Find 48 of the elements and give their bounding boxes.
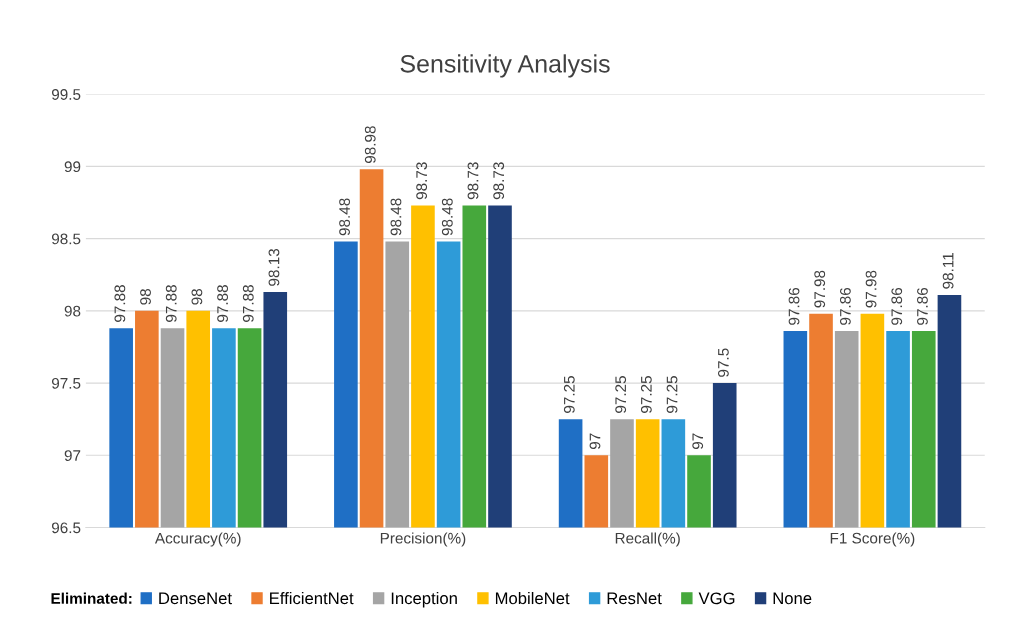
data-label: 98.73 [467,162,479,200]
legend-label: Inception [391,591,457,608]
legend-label: EfficientNet [270,591,354,605]
y-tick-label: 97.5 [51,377,81,389]
data-label: 97.98 [814,270,826,308]
data-label: 97.88 [114,285,126,322]
x-tick-label: F1 Score(%) [830,532,915,547]
data-label: 97.25 [640,376,652,413]
chart-title: Sensitivity Analysis [400,54,610,78]
data-label: 97 [589,433,601,450]
legend-label: None [773,592,812,605]
data-label: 97.25 [666,376,678,413]
x-tick-label: Precision(%) [380,532,466,547]
data-label: 98.48 [390,198,402,236]
data-label: 97.98 [865,270,877,308]
data-label: 97.88 [165,285,177,322]
data-label: 97.86 [839,287,851,325]
y-tick-label: 96.5 [51,522,81,534]
data-label: 98 [191,288,203,305]
data-label: 97.86 [788,287,800,325]
data-label: 97.25 [615,376,627,413]
legend-title: Eliminated: [51,592,132,604]
y-tick-label: 98 [64,305,81,317]
y-tick-label: 99 [64,161,81,173]
x-tick-label: Accuracy(%) [154,532,241,547]
data-label: 97.86 [891,287,903,325]
data-label: 98.11 [942,253,954,289]
data-label: 97.88 [217,285,228,322]
legend-label: DenseNet [159,592,232,605]
x-tick-label: Recall(%) [615,532,680,547]
data-label: 97.5 [717,348,729,377]
legend-label: VGG [698,592,735,605]
y-tick-label: 99.5 [51,89,81,100]
data-label: 97.86 [917,287,928,325]
data-label: 98.48 [339,198,350,236]
y-tick-label: 97 [64,450,81,461]
data-label: 98.13 [268,248,280,286]
data-label: 98 [140,288,151,305]
data-label: 98.98 [364,126,376,164]
data-label: 97.88 [242,285,254,322]
y-tick-label: 98.5 [51,233,81,245]
data-label: 98.73 [416,162,428,200]
data-label: 97 [692,433,704,450]
legend-label: ResNet [607,592,662,605]
data-label: 98.73 [493,162,505,200]
data-label: 98.48 [441,198,453,236]
legend-label: MobileNet [495,591,570,605]
data-label: 97.25 [563,376,575,413]
